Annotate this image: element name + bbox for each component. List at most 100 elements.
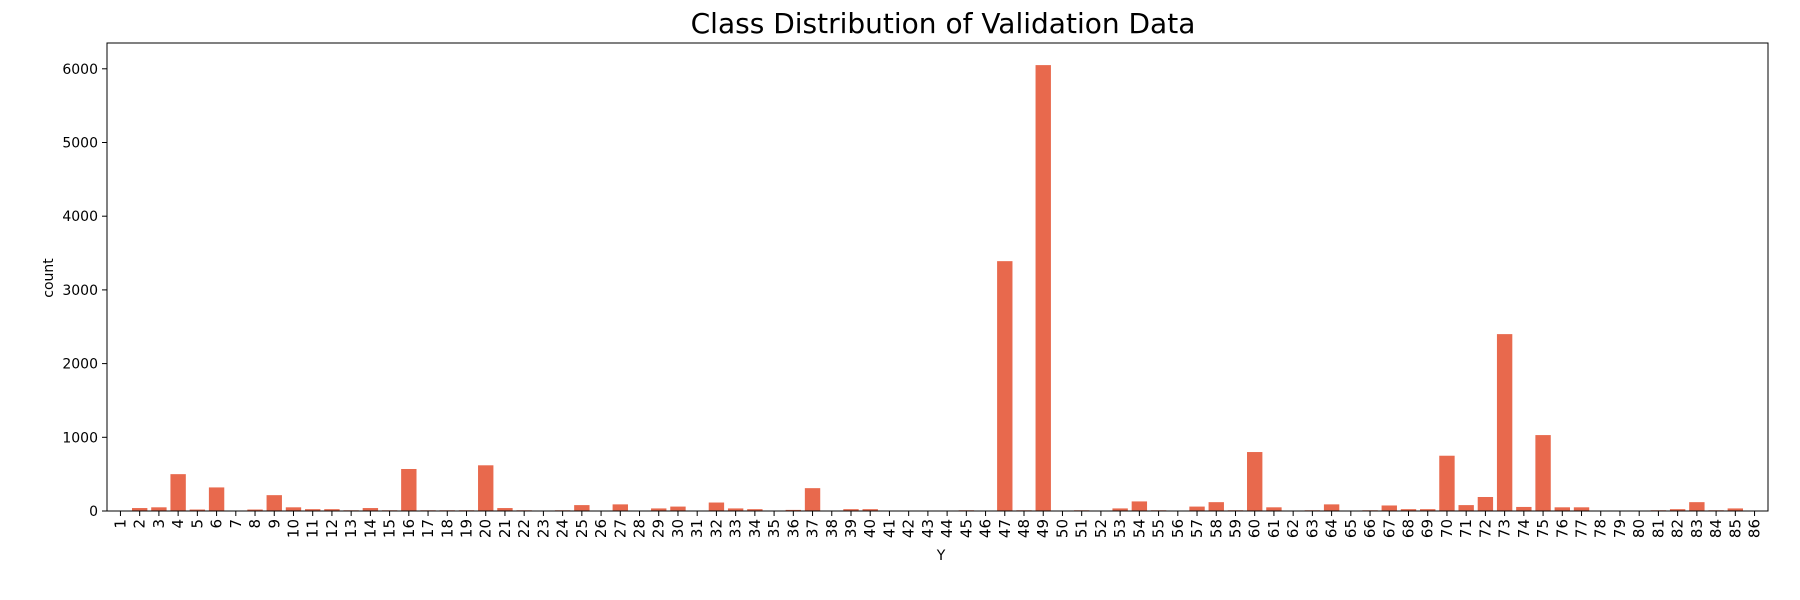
x-tick-label-73: 73: [1496, 519, 1514, 538]
x-tick-label-2: 2: [131, 519, 149, 529]
x-tick-label-58: 58: [1207, 519, 1225, 538]
x-tick-label-84: 84: [1707, 519, 1725, 538]
bar-49: [1035, 65, 1051, 512]
x-tick-label-38: 38: [823, 519, 841, 538]
x-tick-label-42: 42: [900, 519, 918, 538]
x-tick-label-51: 51: [1073, 519, 1091, 538]
x-tick-label-40: 40: [861, 519, 879, 538]
bar-69: [1420, 509, 1436, 511]
bar-53: [1112, 508, 1128, 511]
x-tick-label-79: 79: [1611, 519, 1629, 538]
x-tick-label-3: 3: [150, 519, 168, 529]
bar-21: [497, 508, 513, 511]
x-tick-label-69: 69: [1419, 519, 1437, 538]
x-tick-label-31: 31: [688, 519, 706, 538]
x-tick-label-35: 35: [765, 519, 783, 538]
x-tick-label-11: 11: [304, 519, 322, 538]
bar-4: [170, 474, 186, 511]
x-tick-label-47: 47: [996, 519, 1014, 538]
bar-71: [1458, 505, 1474, 511]
x-tick-label-78: 78: [1592, 519, 1610, 538]
bar-34: [747, 509, 763, 511]
bar-27: [612, 504, 628, 511]
bar-9: [266, 495, 282, 511]
x-tick-label-36: 36: [784, 519, 802, 538]
bar-82: [1669, 509, 1686, 511]
x-tick-label-70: 70: [1438, 519, 1456, 538]
x-tick-label-68: 68: [1400, 519, 1418, 538]
x-tick-label-27: 27: [611, 519, 629, 538]
bar-70: [1439, 455, 1455, 511]
y-tick-label: 5000: [62, 135, 98, 151]
bar-37: [804, 488, 821, 511]
x-tick-label-20: 20: [477, 519, 495, 538]
x-tick-label-62: 62: [1284, 519, 1302, 538]
bar-61: [1266, 507, 1282, 511]
x-tick-label-21: 21: [496, 519, 514, 538]
y-tick-label: 6000: [62, 62, 98, 78]
x-tick-label-59: 59: [1226, 519, 1244, 538]
bar-14: [362, 508, 379, 511]
y-tick-label: 0: [89, 504, 98, 520]
x-tick-label-39: 39: [842, 519, 860, 538]
x-tick-label-14: 14: [361, 519, 379, 538]
bar-77: [1573, 507, 1590, 511]
x-tick-label-16: 16: [400, 519, 418, 538]
x-tick-label-29: 29: [650, 519, 668, 538]
bar-2: [131, 508, 148, 511]
x-tick-label-53: 53: [1111, 519, 1129, 538]
x-tick-label-75: 75: [1534, 519, 1552, 538]
x-tick-label-52: 52: [1092, 519, 1110, 538]
x-tick-label-10: 10: [284, 519, 302, 538]
x-tick-label-67: 67: [1380, 519, 1398, 538]
x-tick-label-86: 86: [1746, 519, 1764, 538]
x-tick-label-34: 34: [746, 519, 764, 538]
x-tick-label-28: 28: [631, 519, 649, 538]
x-tick-label-66: 66: [1361, 519, 1379, 538]
x-tick-label-17: 17: [419, 519, 437, 538]
bar-60: [1247, 452, 1263, 511]
x-axis-ticks: 1 2 3 4 5 6 7 8 9 10 11 12 13 14 15 16 17 18 19 20 21 22 23 24 2…: [111, 511, 1764, 538]
x-tick-label-7: 7: [227, 519, 245, 529]
bar-33: [727, 508, 744, 511]
x-tick-label-49: 49: [1034, 519, 1052, 538]
x-tick-label-23: 23: [534, 519, 552, 538]
bar-67: [1381, 505, 1397, 511]
x-tick-label-24: 24: [554, 519, 572, 538]
y-tick-label: 4000: [62, 209, 98, 225]
x-tick-label-43: 43: [919, 519, 937, 538]
bar-85: [1727, 508, 1744, 511]
bar-32: [708, 502, 725, 511]
x-tick-label-46: 46: [977, 519, 995, 538]
x-tick-label-83: 83: [1688, 519, 1706, 538]
x-tick-label-65: 65: [1342, 519, 1360, 538]
plot-frame: [106, 42, 1769, 512]
bar-3: [151, 507, 167, 511]
y-axis-ticks: 0 1000 2000 3000 4000 5000 6000: [62, 62, 107, 520]
x-tick-label-9: 9: [265, 519, 283, 529]
x-tick-label-13: 13: [342, 519, 360, 538]
x-tick-label-77: 77: [1573, 519, 1591, 538]
x-tick-label-37: 37: [804, 519, 822, 538]
x-tick-label-5: 5: [188, 519, 206, 529]
x-tick-label-44: 44: [938, 519, 956, 538]
x-tick-label-22: 22: [515, 519, 533, 538]
bar-5: [189, 509, 206, 511]
x-tick-label-8: 8: [246, 519, 264, 529]
bar-68: [1400, 509, 1417, 511]
x-axis-label: Y: [936, 548, 946, 564]
bar-30: [670, 506, 686, 511]
x-tick-label-41: 41: [880, 519, 898, 538]
x-tick-label-26: 26: [592, 519, 610, 538]
x-tick-label-81: 81: [1649, 519, 1667, 538]
bar-72: [1477, 496, 1494, 511]
bar-25: [574, 505, 590, 511]
x-tick-label-54: 54: [1130, 519, 1148, 538]
bar-40: [862, 509, 878, 511]
x-tick-label-55: 55: [1150, 519, 1168, 538]
x-tick-label-63: 63: [1303, 519, 1321, 538]
bar-54: [1131, 501, 1148, 511]
bar-58: [1208, 502, 1224, 511]
x-tick-label-30: 30: [669, 519, 687, 538]
